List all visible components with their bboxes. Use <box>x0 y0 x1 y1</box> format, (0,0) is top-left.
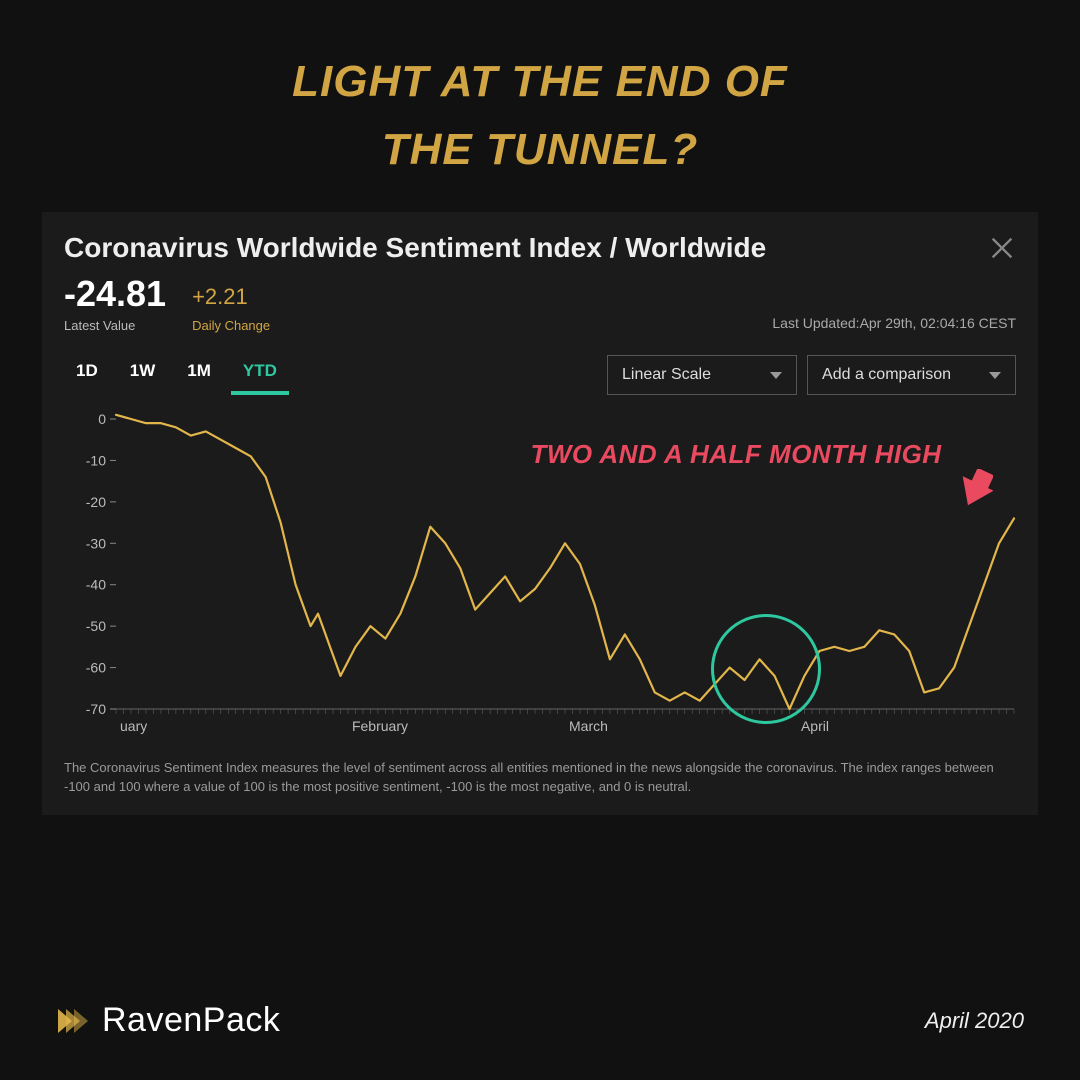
daily-change-block: +2.21 Daily Change <box>192 282 270 334</box>
range-tab-1w[interactable]: 1W <box>118 355 168 395</box>
latest-value-label: Latest Value <box>64 318 166 333</box>
chevron-down-icon <box>770 372 782 379</box>
range-tab-1d[interactable]: 1D <box>64 355 110 395</box>
svg-text:uary: uary <box>120 718 147 734</box>
comparison-dropdown[interactable]: Add a comparison <box>807 355 1016 395</box>
latest-value: -24.81 <box>64 276 166 312</box>
last-updated: Last Updated:Apr 29th, 02:04:16 CEST <box>772 315 1016 333</box>
scale-dropdown[interactable]: Linear Scale <box>607 355 797 395</box>
metrics-row: -24.81 Latest Value +2.21 Daily Change L… <box>64 276 1016 333</box>
daily-change: +2.21 <box>192 282 270 313</box>
svg-text:0: 0 <box>98 411 106 427</box>
annotation-circle <box>711 614 821 724</box>
brand-logo-icon <box>56 1003 92 1039</box>
latest-value-block: -24.81 Latest Value <box>64 276 166 333</box>
brand: RavenPack <box>56 1001 280 1040</box>
close-icon[interactable] <box>988 234 1016 262</box>
brand-name: RavenPack <box>102 1001 280 1040</box>
range-tab-ytd[interactable]: YTD <box>231 355 289 395</box>
arrow-down-icon <box>959 469 993 507</box>
controls-row: 1D1W1MYTD Linear Scale Add a comparison <box>64 355 1016 395</box>
footer-date: April 2020 <box>925 1008 1024 1034</box>
svg-text:-10: -10 <box>86 453 106 469</box>
daily-change-label: Daily Change <box>192 318 270 333</box>
svg-text:-50: -50 <box>86 619 106 635</box>
svg-text:-20: -20 <box>86 494 106 510</box>
scale-dropdown-label: Linear Scale <box>622 366 711 384</box>
footer: RavenPack April 2020 <box>56 1001 1024 1040</box>
svg-text:-30: -30 <box>86 536 106 552</box>
headline-line1: LIGHT AT THE END OF <box>0 48 1080 116</box>
chart-area: 0 -10 -20 -30 -40 -50 -60 -70 uary February March A… <box>64 409 1016 739</box>
range-tabs: 1D1W1MYTD <box>64 355 289 395</box>
footnote: The Coronavirus Sentiment Index measures… <box>64 759 1016 797</box>
chevron-down-icon <box>989 372 1001 379</box>
headline-line2: THE TUNNEL? <box>0 116 1080 184</box>
annotation-text: TWO AND A HALF MONTH HIGH <box>530 439 941 470</box>
headline: LIGHT AT THE END OF THE TUNNEL? <box>0 0 1080 184</box>
svg-text:March: March <box>569 718 608 734</box>
chart-panel: Coronavirus Worldwide Sentiment Index / … <box>42 212 1038 815</box>
panel-title: Coronavirus Worldwide Sentiment Index / … <box>64 232 1016 264</box>
svg-text:-70: -70 <box>86 701 106 717</box>
svg-text:-60: -60 <box>86 660 106 676</box>
range-tab-1m[interactable]: 1M <box>175 355 223 395</box>
svg-text:April: April <box>801 718 829 734</box>
svg-text:February: February <box>352 718 408 734</box>
comparison-dropdown-label: Add a comparison <box>822 366 951 384</box>
svg-text:-40: -40 <box>86 577 106 593</box>
